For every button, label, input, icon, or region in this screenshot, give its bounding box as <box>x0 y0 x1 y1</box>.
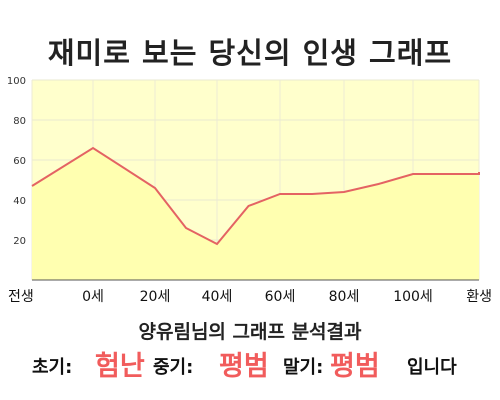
x-axis-ticks: 전생 0세 20세 40세 60세 80세 100세 환생 <box>8 289 492 305</box>
analysis-summary: 양유림님의 그래프 분석결과 <box>138 321 362 343</box>
life-line <box>31 146 480 246</box>
late-label: 말기: <box>283 357 324 378</box>
x-tick-label: 80세 <box>329 289 360 305</box>
mid-label: 중기: <box>153 357 194 378</box>
x-tick-label: 20세 <box>140 289 171 305</box>
x-tick-label: 환생 <box>466 289 492 305</box>
late-value: 평범 <box>330 351 380 382</box>
mid-value: 평범 <box>219 351 269 382</box>
analysis-result: 초기: 험난 중기: 평범 말기: 평범 입니다 <box>0 344 500 384</box>
early-value: 험난 <box>95 351 145 382</box>
x-tick-label: 100세 <box>393 289 433 305</box>
y-tick-label: 60 <box>13 156 26 167</box>
y-tick-label: 80 <box>13 116 26 127</box>
x-tick-label: 40세 <box>202 289 233 305</box>
chart-title: 재미로 보는 당신의 인생 그래프 <box>47 36 453 70</box>
y-tick-label: 100 <box>7 76 26 87</box>
x-tick-label: 전생 <box>8 289 34 305</box>
x-tick-label: 60세 <box>265 289 296 305</box>
y-axis-ticks: 100 80 60 40 20 <box>7 76 26 247</box>
x-tick-label: 0세 <box>82 289 104 305</box>
ending-text: 입니다 <box>407 357 457 378</box>
y-tick-label: 40 <box>13 196 26 207</box>
early-label: 초기: <box>32 357 73 378</box>
y-tick-label: 20 <box>13 236 26 247</box>
